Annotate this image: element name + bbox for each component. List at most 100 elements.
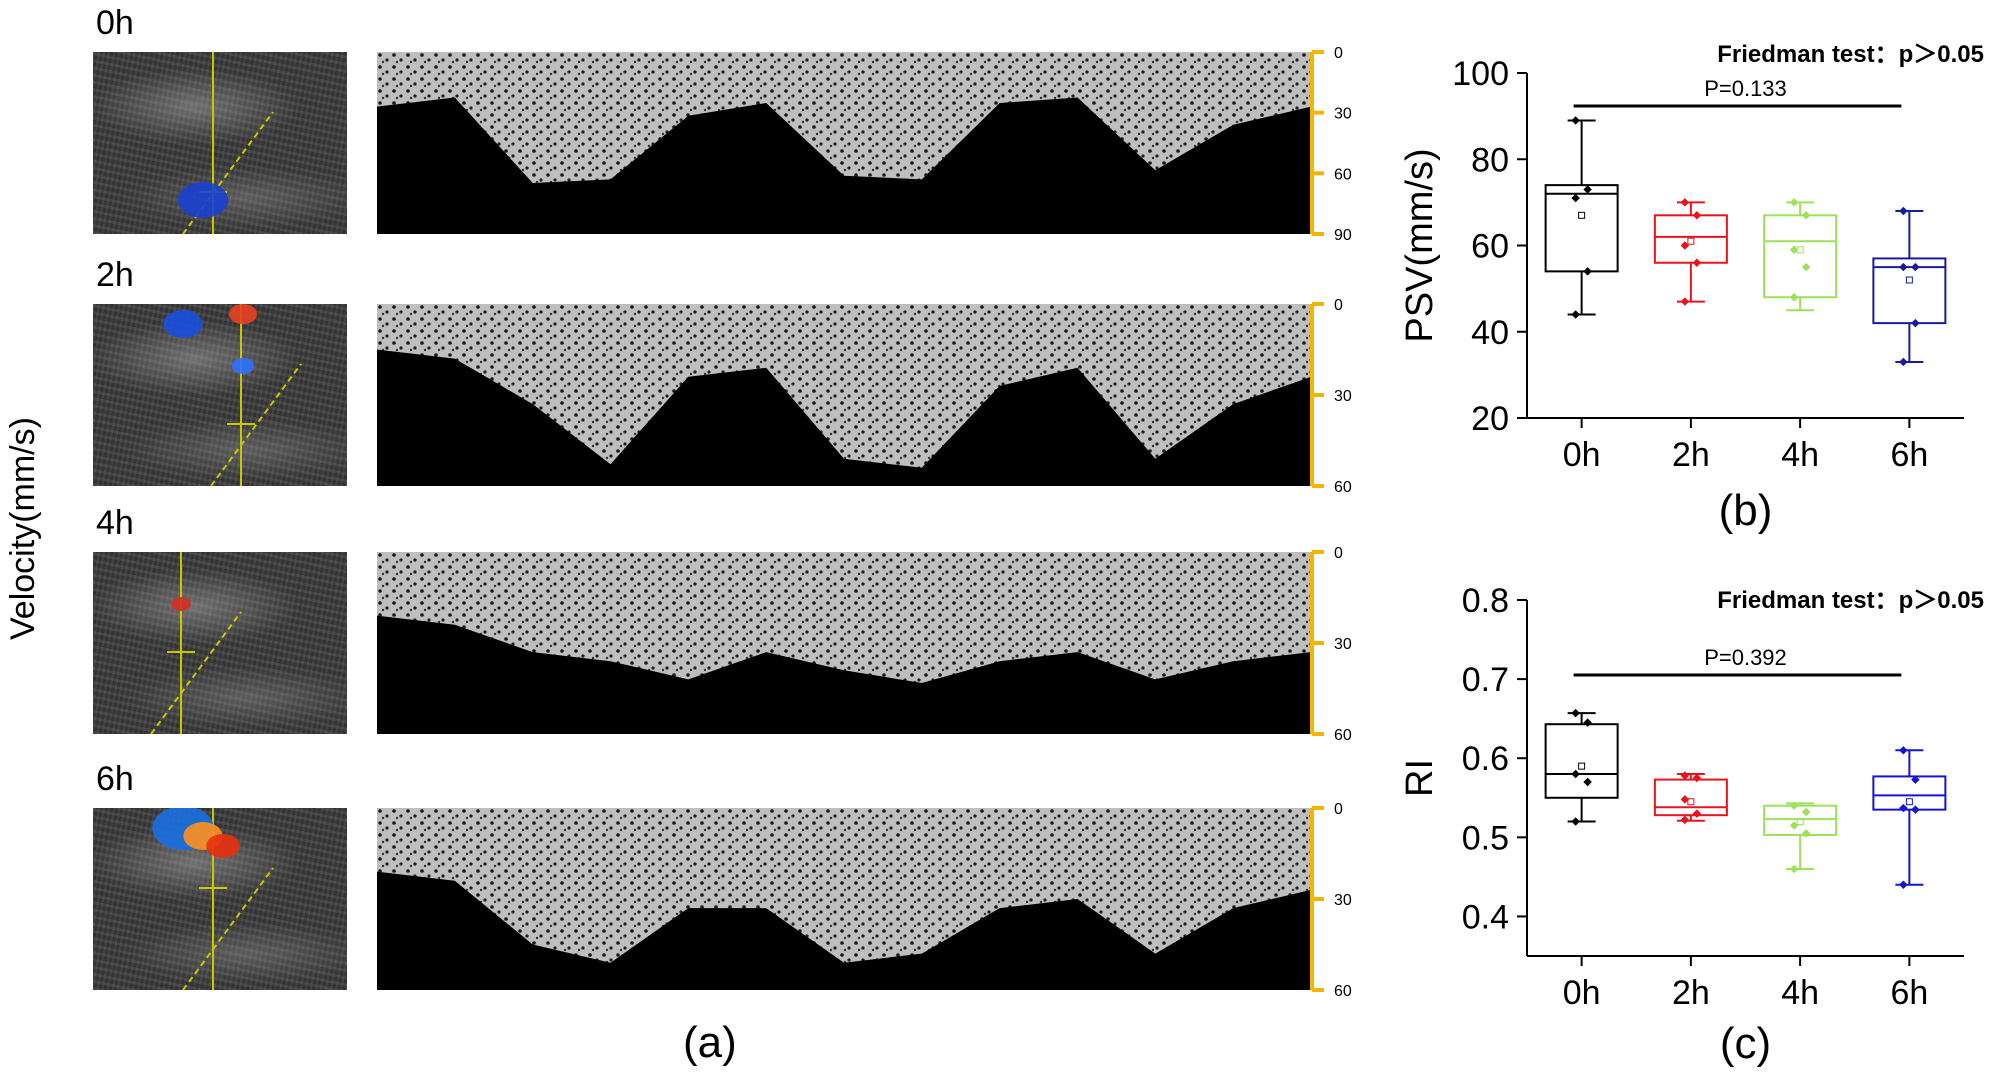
iqr-box [1653, 214, 1728, 264]
data-point [1801, 807, 1811, 817]
box-2h [1653, 771, 1728, 825]
scale-tick-label: 60 [1334, 983, 1352, 1000]
mean-marker [1687, 237, 1695, 245]
data-point [1789, 293, 1799, 302]
data-point [1911, 262, 1920, 272]
data-point [1899, 206, 1908, 216]
y-axis-label: RI [1399, 759, 1441, 797]
y-tick-label: 0.8 [1462, 582, 1509, 620]
data-point [1680, 198, 1690, 207]
velocity-scale-4h: 0 30 60 [1310, 546, 1352, 744]
color-flow-blob [171, 597, 191, 611]
data-point [1692, 258, 1702, 267]
spectrum-svg [377, 52, 1311, 183]
row-label-6h: 6h [96, 760, 134, 798]
angle-line [150, 611, 242, 734]
iqr-box [1544, 184, 1619, 273]
box-4h [1763, 801, 1838, 874]
y-tick-label: 0.6 [1462, 740, 1509, 778]
scale-tick-label: 60 [1334, 727, 1352, 744]
y-tick-label: 20 [1471, 400, 1509, 438]
mean-marker [1687, 798, 1695, 806]
y-tick-label: 80 [1471, 141, 1509, 179]
scale-tick-label: 0 [1334, 802, 1343, 818]
data-point [1571, 769, 1580, 779]
bmode-image-4h [93, 552, 347, 734]
spectrum-envelope [377, 304, 1311, 468]
angle-line [210, 363, 302, 486]
scale-tick-label: 0 [1334, 46, 1343, 62]
velocity-scale-6h: 0 30 60 [1310, 802, 1352, 1000]
y-tick-label: 0.4 [1462, 898, 1509, 936]
doppler-overlay-2h [163, 304, 302, 486]
bmode-image-0h [93, 52, 347, 234]
box-4h [1763, 198, 1838, 312]
row-label-2h: 2h [96, 256, 134, 294]
data-point [1789, 864, 1799, 874]
data-point [1911, 805, 1920, 814]
data-point [1571, 708, 1580, 718]
iqr-box [1653, 778, 1728, 817]
box-0h [1544, 116, 1619, 319]
x-tick-label: 6h [1890, 436, 1928, 474]
spectrum-envelope [377, 808, 1311, 963]
box-6h [1872, 746, 1947, 890]
row-label-0h: 0h [96, 4, 134, 42]
x-tick-label: 0h [1563, 436, 1601, 474]
doppler-overlay-0h [177, 52, 274, 234]
doppler-spectrum-6h [377, 808, 1311, 990]
scale-tick-label: 60 [1334, 479, 1352, 496]
data-point [1899, 262, 1908, 272]
data-point [1789, 198, 1799, 207]
spectrum-envelope [377, 52, 1311, 183]
data-point [1911, 318, 1920, 328]
data-point [1583, 267, 1592, 276]
mean-marker [1578, 762, 1586, 770]
scale-tick-label: 90 [1334, 227, 1352, 244]
data-point [1801, 211, 1811, 220]
data-point [1571, 817, 1580, 826]
box-6h [1872, 206, 1947, 367]
data-point [1583, 185, 1592, 194]
p-value-label: P=0.133 [1704, 76, 1787, 101]
y-tick-label: 0.7 [1462, 661, 1509, 699]
data-point [1899, 803, 1908, 813]
row-label-4h: 4h [96, 504, 134, 542]
color-flow-blob [177, 182, 229, 218]
caption-a: (a) [683, 1018, 737, 1067]
data-point [1801, 262, 1811, 272]
y-tick-label: 100 [1452, 55, 1509, 93]
iqr-box [1763, 214, 1838, 299]
y-axis-label: PSV(mm/s) [1399, 148, 1441, 342]
angle-line [182, 867, 274, 990]
doppler-spectrum-4h [377, 552, 1311, 734]
data-point [1583, 718, 1592, 727]
doppler-overlay-6h [152, 808, 274, 990]
color-flow-blob [206, 834, 240, 858]
p-value-label: P=0.392 [1704, 645, 1787, 670]
data-point [1692, 809, 1702, 818]
scale-tick-label: 30 [1334, 106, 1352, 123]
mean-marker [1578, 211, 1586, 219]
psv-boxplot: 20 40 60 80 100 PSV(mm/s) 0h 2h 4h 6h Friedman tes… [1399, 41, 1984, 535]
color-flow-blob [229, 304, 257, 324]
spectrum-svg [377, 304, 1311, 468]
doppler-overlay-4h [150, 552, 242, 734]
spectrum-svg [377, 552, 1311, 683]
scale-tick-label: 0 [1334, 546, 1343, 562]
data-point [1899, 746, 1908, 755]
y-tick-label: 40 [1471, 314, 1509, 352]
data-point [1680, 815, 1690, 825]
data-point [1899, 357, 1908, 367]
box-2h [1653, 198, 1728, 306]
friedman-annotation: Friedman test：p＞0.05 [1717, 587, 1984, 614]
data-point [1571, 310, 1580, 319]
ri-boxplot: 0.4 0.5 0.6 0.7 0.8 RI 0h 2h 4h 6h Friedman test：p… [1399, 582, 1984, 1068]
caption: (c) [1720, 1019, 1771, 1068]
scale-tick-label: 60 [1334, 166, 1352, 183]
iqr-box [1544, 723, 1619, 799]
box-0h [1544, 708, 1619, 826]
friedman-annotation: Friedman test：p＞0.05 [1717, 41, 1984, 68]
doppler-spectrum-2h [377, 304, 1311, 486]
color-flow-blob [163, 310, 203, 338]
